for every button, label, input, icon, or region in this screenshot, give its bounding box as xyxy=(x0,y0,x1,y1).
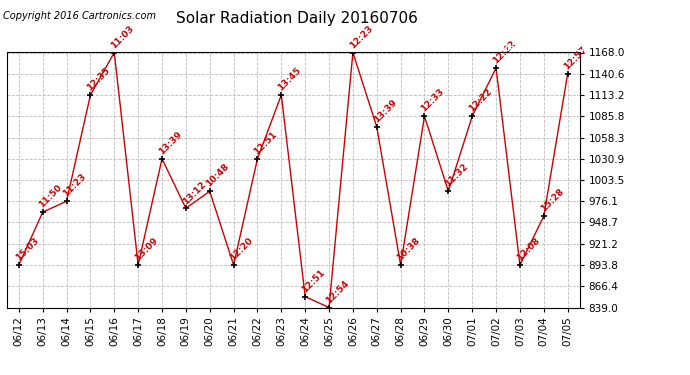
Text: 15:28: 15:28 xyxy=(539,187,565,214)
Text: Radiation  (W/m2): Radiation (W/m2) xyxy=(494,44,586,53)
Text: 12:08: 12:08 xyxy=(515,236,541,263)
Text: 12:57: 12:57 xyxy=(562,45,589,71)
Text: 12:20: 12:20 xyxy=(228,236,255,263)
Text: 12:54: 12:54 xyxy=(324,279,351,305)
Text: 12:23: 12:23 xyxy=(348,24,375,50)
Text: 13:39: 13:39 xyxy=(372,98,398,124)
Text: 10:38: 10:38 xyxy=(395,236,422,263)
Text: 12:51: 12:51 xyxy=(253,130,279,156)
Text: 11:23: 11:23 xyxy=(61,172,88,199)
Text: 13:09: 13:09 xyxy=(133,236,159,263)
Text: 12:35: 12:35 xyxy=(86,66,112,93)
Text: 13:12: 13:12 xyxy=(181,179,207,206)
Text: 12:51: 12:51 xyxy=(300,268,326,294)
Text: 10:48: 10:48 xyxy=(204,162,231,189)
Text: 12:22: 12:22 xyxy=(467,87,493,114)
Text: 12:33: 12:33 xyxy=(420,87,446,114)
Text: Copyright 2016 Cartronics.com: Copyright 2016 Cartronics.com xyxy=(3,11,157,21)
Text: 13:45: 13:45 xyxy=(276,66,303,93)
Text: 15:03: 15:03 xyxy=(14,236,40,263)
Text: 11:03: 11:03 xyxy=(109,24,136,50)
Text: 11:50: 11:50 xyxy=(37,183,64,210)
Text: 11:32: 11:32 xyxy=(443,162,470,189)
Text: 13:39: 13:39 xyxy=(157,130,184,156)
Text: Solar Radiation Daily 20160706: Solar Radiation Daily 20160706 xyxy=(176,11,417,26)
Text: 12:22: 12:22 xyxy=(491,39,518,66)
